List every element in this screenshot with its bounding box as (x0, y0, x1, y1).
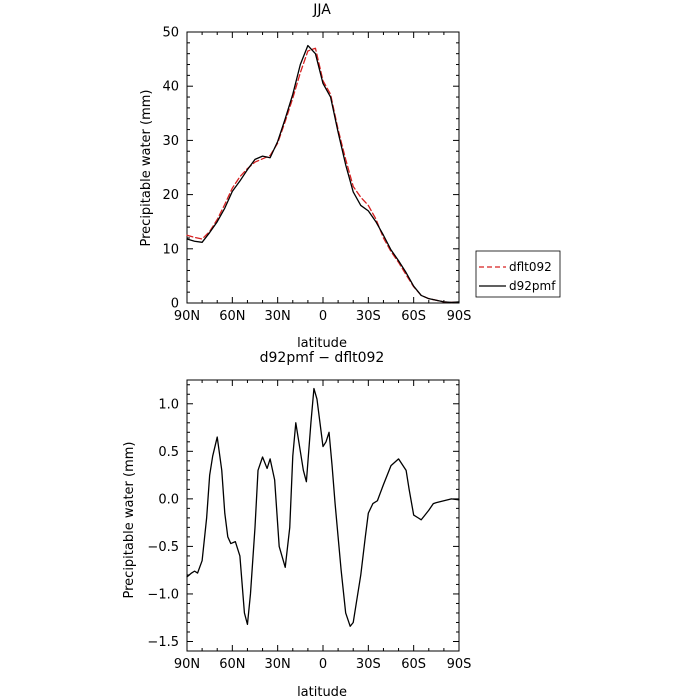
legend-box (475, 250, 561, 298)
top-chart-y-axis-label: Precipitable water (mm) (139, 90, 154, 247)
top-chart-series-line-dflt092 (186, 47, 460, 304)
top-chart-x-axis-label: latitude (297, 336, 347, 351)
top-chart-y-tick-label: 40 (162, 80, 179, 95)
top-chart-x-tick-label: 30S (356, 309, 381, 324)
top-chart: JJA 90N 60N 30N 0 30S 60S 90S 0 10 20 30 40 50 Preci… (139, 2, 561, 351)
bottom-chart-x-tick-label: 60N (219, 657, 245, 672)
bottom-chart-x-tick-label: 60S (401, 657, 426, 672)
bottom-chart-x-tick-label: 90S (447, 657, 472, 672)
bottom-chart-y-tick-label: 0.0 (158, 492, 179, 507)
bottom-chart-series-line-0 (186, 387, 460, 627)
top-chart-x-tick-label: 90N (174, 309, 200, 324)
bottom-chart-plot-frame (186, 379, 460, 652)
top-chart-x-tick-label: 60S (401, 309, 426, 324)
top-chart-x-tick-label: 0 (319, 309, 327, 324)
top-chart-x-tick-label: 30N (265, 309, 291, 324)
bottom-chart-x-tick-label: 30N (265, 657, 291, 672)
top-chart-x-tick-label: 60N (219, 309, 245, 324)
bottom-chart-x-tick-label: 30S (356, 657, 381, 672)
top-chart-y-tick-label: 50 (162, 26, 179, 41)
top-chart-series (186, 44, 460, 304)
top-chart-y-tick-label: 20 (162, 188, 179, 203)
top-chart-plot-frame (186, 31, 460, 304)
top-chart-x-tick-label: 90S (447, 309, 472, 324)
bottom-chart-x-tick-label: 0 (319, 657, 327, 672)
bottom-chart-x-axis-label: latitude (297, 685, 347, 700)
legend-label-d92pmf: d92pmf (509, 279, 556, 293)
bottom-chart-y-tick-label: −1.5 (147, 635, 179, 650)
top-chart-axes: 90N 60N 30N 0 30S 60S 90S 0 10 20 30 40 50 (162, 26, 471, 325)
bottom-chart: d92pmf − dflt092 90N 60N 30N 0 30S 60S 90S 1.0 0… (122, 350, 471, 700)
top-chart-legend: dflt092 d92pmf (475, 250, 561, 298)
bottom-chart-axes: 90N 60N 30N 0 30S 60S 90S 1.0 0.5 0.0 −0.5 −1.0 −1.5 (147, 379, 472, 672)
bottom-chart-y-tick-label: −0.5 (147, 540, 179, 555)
bottom-chart-y-tick-label: −1.0 (147, 587, 179, 602)
bottom-chart-y-tick-label: 1.0 (158, 397, 179, 412)
top-chart-y-tick-label: 30 (162, 134, 179, 149)
top-chart-series-line-d92pmf (186, 44, 460, 304)
bottom-chart-title: d92pmf − dflt092 (260, 350, 385, 366)
bottom-chart-series (186, 387, 460, 627)
top-chart-y-tick-label: 10 (162, 242, 179, 257)
bottom-chart-y-axis-label: Precipitable water (mm) (122, 442, 137, 599)
legend-label-dflt092: dflt092 (509, 260, 552, 274)
top-chart-y-tick-label: 0 (171, 297, 179, 312)
bottom-chart-x-tick-label: 90N (174, 657, 200, 672)
top-chart-title: JJA (312, 2, 331, 18)
bottom-chart-y-tick-label: 0.5 (158, 445, 179, 460)
